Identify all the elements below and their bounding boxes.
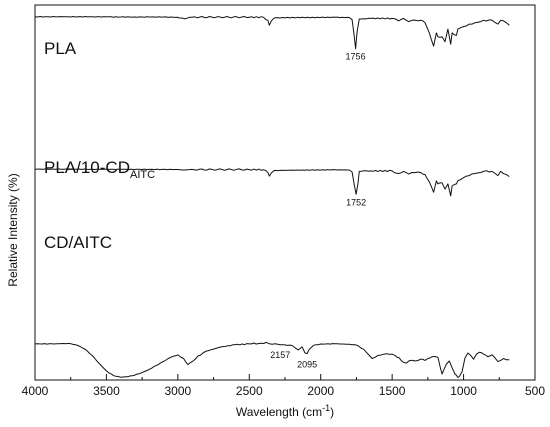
- series-name: CD/AITC: [44, 233, 112, 252]
- x-tick-label: 3500: [93, 384, 120, 398]
- x-axis-title-sup: -1: [322, 403, 330, 413]
- x-tick-label: 4000: [22, 384, 49, 398]
- series-name: PLA/10-CD: [44, 158, 130, 177]
- x-axis-title: Wavelength (cm-1): [236, 403, 334, 419]
- series-line-3: [34, 341, 510, 378]
- plot-axes: 4000 3500 3000 2500 2000 1500 1000 500: [22, 4, 545, 398]
- series-name-subscript: AITC: [130, 169, 155, 181]
- x-axis-title-text: Wavelength (cm: [236, 405, 322, 419]
- series-line-1: [34, 16, 510, 50]
- series-line-2: [34, 168, 510, 197]
- plot-frame: [34, 4, 536, 381]
- peak-annotation: 1752: [346, 197, 366, 207]
- x-tick-label: 2000: [307, 384, 334, 398]
- series-name: PLA: [44, 39, 77, 58]
- series-label-2: PLA/10-CDAITC: [44, 158, 155, 181]
- x-tick-label: 1500: [379, 384, 406, 398]
- series-label-3: CD/AITC: [44, 233, 112, 252]
- y-axis-title: Relative Intensity (%): [6, 173, 20, 286]
- x-axis-title-tail: ): [330, 405, 334, 419]
- peak-annotation: 1756: [346, 52, 366, 62]
- x-tick-label: 3000: [165, 384, 192, 398]
- series-layer: [34, 16, 510, 378]
- x-tick-label: 1000: [450, 384, 477, 398]
- x-tick-label: 500: [525, 384, 545, 398]
- labels-layer: PLA PLA/10-CDAITC CD/AITC 1756 1752 2157 2095: [44, 39, 366, 370]
- x-tick-label: 2500: [236, 384, 263, 398]
- series-label-1: PLA: [44, 39, 77, 58]
- peak-annotation: 2095: [297, 360, 317, 370]
- peak-annotation: 2157: [270, 350, 290, 360]
